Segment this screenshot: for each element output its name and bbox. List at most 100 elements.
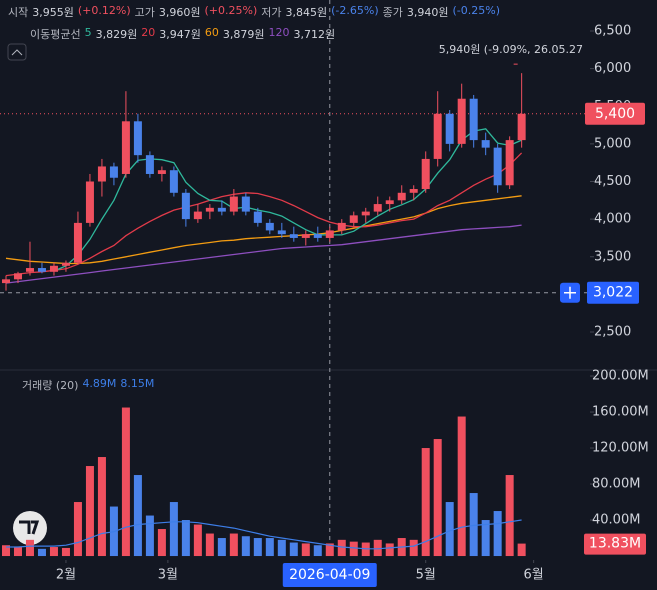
ohlc-change: (+0.25%) bbox=[204, 4, 258, 17]
logo-mark bbox=[19, 520, 40, 535]
ma-title: 이동평균선 bbox=[30, 28, 81, 41]
volume-bar bbox=[241, 536, 250, 557]
volume-bar bbox=[97, 457, 106, 557]
candle-body bbox=[109, 166, 118, 178]
candle-body bbox=[133, 121, 142, 156]
ohlc-value: 3,960원 bbox=[158, 6, 201, 19]
ohlc-change: (+0.12%) bbox=[77, 4, 131, 17]
candle-body bbox=[373, 204, 382, 212]
ohlc-legend: 시작 3,955원 (+0.12%) 고가 3,960원 (+0.25%) 저가 3,845원… bbox=[8, 4, 500, 20]
collapse-button[interactable] bbox=[7, 43, 27, 61]
y-tick-label: 6,000 bbox=[594, 61, 631, 76]
candle-body bbox=[85, 181, 94, 223]
candle-body bbox=[457, 98, 466, 144]
ohlc-label: 저가 bbox=[261, 6, 282, 19]
candle-body bbox=[493, 147, 502, 186]
ma-legend: 이동평균선 5 3,829원 20 3,947원 60 3,879원 120 3,712원 bbox=[8, 26, 335, 42]
volume-bar bbox=[445, 502, 454, 557]
y-tick-label: 3,500 bbox=[594, 249, 631, 264]
candle-body bbox=[517, 113, 526, 141]
volume-bar bbox=[349, 541, 358, 557]
candle-body bbox=[289, 234, 298, 238]
candle-body bbox=[193, 211, 202, 220]
ohlc-label: 고가 bbox=[134, 6, 155, 19]
volume-bar bbox=[325, 543, 334, 557]
volume-bar bbox=[385, 543, 394, 557]
volume-bar bbox=[49, 547, 58, 557]
candle-body bbox=[445, 113, 454, 144]
last-price-label: 5,400 bbox=[595, 106, 635, 122]
ohlc-value: 3,940원 bbox=[406, 6, 449, 19]
y-tick-label: 160.00M bbox=[592, 405, 649, 420]
volume-bar bbox=[493, 511, 502, 557]
volume-bar bbox=[205, 533, 214, 557]
y-tick-label: 2,500 bbox=[594, 324, 631, 339]
volume-bar bbox=[13, 547, 22, 557]
moving-average bbox=[5, 152, 523, 277]
volume-bar bbox=[1, 545, 10, 557]
candle-body bbox=[469, 98, 478, 141]
candle-body bbox=[169, 170, 178, 193]
x-tick-label: 3월 bbox=[158, 568, 178, 583]
volume-bar bbox=[265, 538, 274, 557]
volume-bar bbox=[313, 545, 322, 557]
candle-body bbox=[73, 222, 82, 263]
candle-body bbox=[265, 222, 274, 231]
ma-value: 3,947원 bbox=[159, 28, 201, 41]
volume-ma bbox=[6, 519, 522, 550]
volume-bar bbox=[61, 547, 70, 557]
y-tick-label: 40.00M bbox=[592, 513, 640, 528]
volume-bar bbox=[421, 448, 430, 557]
candle-body bbox=[421, 158, 430, 190]
candle-body bbox=[97, 166, 106, 182]
candle-body bbox=[325, 230, 334, 238]
x-tick-label: 2월 bbox=[56, 568, 76, 583]
candle-body bbox=[13, 273, 22, 280]
volume-bar bbox=[121, 407, 130, 557]
crosshair-date-label: 2026-04-09 bbox=[289, 567, 370, 583]
candle-body bbox=[1, 279, 10, 284]
x-tick-label: 5월 bbox=[416, 568, 436, 583]
last-volume-label: 13.83M bbox=[589, 536, 641, 552]
annotation: 5,940원 (-9.09%, 26.05.27 bbox=[439, 43, 583, 56]
volume-bar bbox=[289, 542, 298, 557]
volume-bar bbox=[169, 502, 178, 557]
volume-bar bbox=[481, 520, 490, 557]
candle-body bbox=[337, 222, 346, 231]
y-tick-label: 4,000 bbox=[594, 212, 631, 227]
candle-body bbox=[25, 268, 34, 272]
volume-bar bbox=[73, 502, 82, 557]
volume-bar bbox=[457, 416, 466, 557]
volume-bar bbox=[409, 539, 418, 557]
moving-average bbox=[5, 224, 522, 284]
ma-value: 3,879원 bbox=[222, 28, 265, 41]
candle-body bbox=[253, 211, 262, 223]
volume-ma-value: 4.89M bbox=[82, 377, 117, 390]
candle-body bbox=[277, 230, 286, 235]
ohlc-value: 3,955원 bbox=[32, 6, 74, 19]
ohlc-label: 종가 bbox=[382, 6, 403, 19]
moving-average bbox=[53, 128, 522, 272]
candle-body bbox=[481, 140, 490, 148]
candle-body bbox=[361, 211, 370, 216]
volume-bar bbox=[229, 533, 238, 557]
candle-body bbox=[229, 196, 238, 212]
candle-body bbox=[349, 215, 358, 223]
y-tick-label: 200.00M bbox=[592, 369, 649, 384]
last-price-box bbox=[585, 102, 645, 125]
candle-body bbox=[37, 268, 46, 272]
volume-title: 거래량 (20) bbox=[22, 379, 79, 392]
x-tick-label: 6월 bbox=[524, 568, 544, 583]
candle-body bbox=[313, 234, 322, 238]
candle-body bbox=[49, 265, 58, 272]
volume-bar bbox=[157, 529, 166, 557]
candle-body bbox=[409, 189, 418, 193]
collapse-icon bbox=[11, 49, 23, 56]
candle-body bbox=[121, 121, 130, 174]
candle-body bbox=[181, 192, 190, 220]
candle-body bbox=[433, 113, 442, 159]
candle-body bbox=[61, 262, 70, 266]
ma-value: 3,829원 bbox=[95, 28, 138, 41]
candle-body bbox=[217, 207, 226, 212]
